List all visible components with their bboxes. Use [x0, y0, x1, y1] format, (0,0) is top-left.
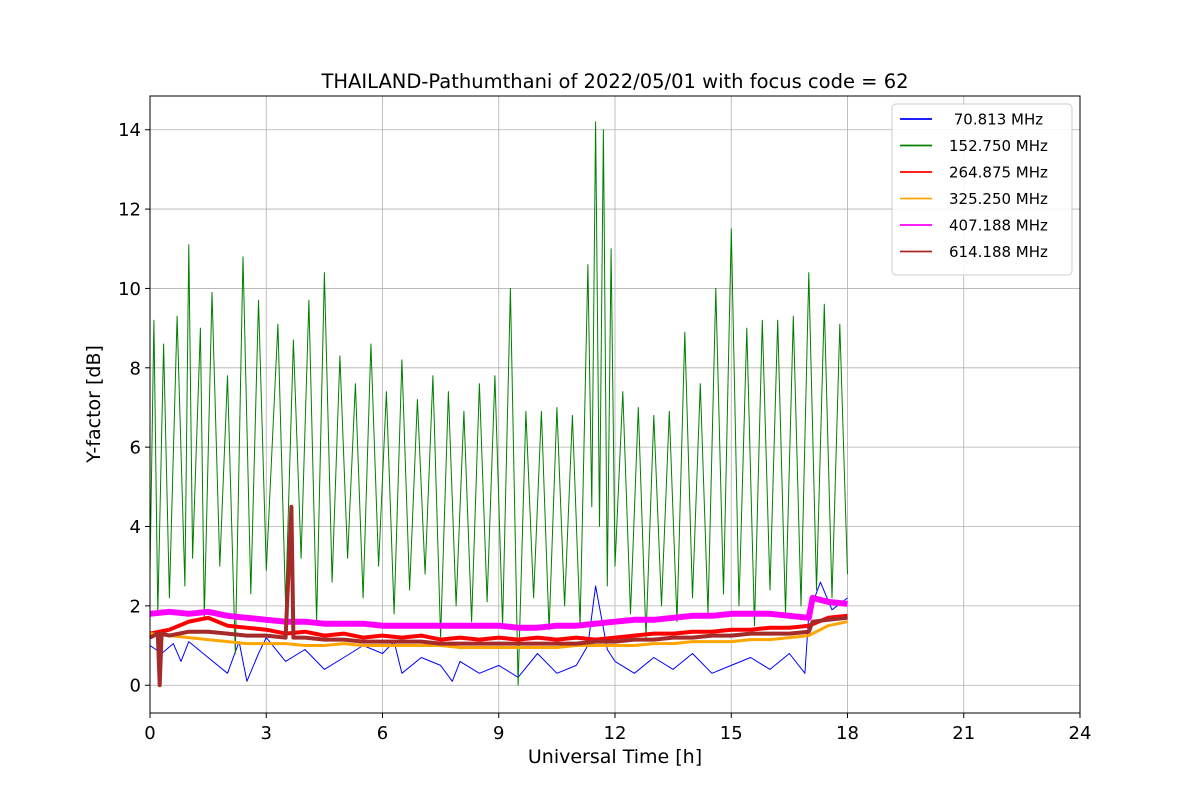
x-tick-label: 21	[952, 723, 975, 744]
y-axis-label: Y-factor [dB]	[83, 345, 105, 464]
series-line-70-813-mhz	[149, 581, 848, 682]
chart-title: THAILAND-Pathumthani of 2022/05/01 with …	[320, 70, 908, 93]
y-tick-label: 0	[130, 676, 141, 697]
legend-entry: 152.750 MHz	[949, 137, 1048, 155]
legend-entry: 264.875 MHz	[949, 164, 1048, 182]
legend-entry: 407.188 MHz	[949, 217, 1048, 235]
x-tick-label: 3	[261, 723, 272, 744]
legend-entry: 614.188 MHz	[949, 243, 1048, 261]
x-axis-label: Universal Time [h]	[528, 746, 702, 768]
x-tick-label: 12	[604, 723, 627, 744]
y-tick-label: 12	[118, 200, 141, 221]
y-tick-label: 6	[130, 438, 141, 459]
y-tick-label: 2	[130, 596, 141, 617]
y-axis: 0 2 4 6 8 10 12 14	[118, 120, 150, 697]
y-tick-label: 10	[118, 279, 141, 300]
legend: 70.813 MHz 152.750 MHz 264.875 MHz 325.250 …	[891, 103, 1073, 276]
series-line-614-188-mhz	[149, 504, 848, 688]
x-tick-label: 24	[1069, 723, 1092, 744]
y-tick-label: 14	[118, 120, 141, 141]
legend-box	[891, 103, 1073, 276]
series-line-264-875-mhz	[149, 613, 848, 642]
y-tick-label: 8	[130, 358, 141, 379]
x-axis: 0 3 6 9 12 15 18 21 24	[144, 713, 1091, 744]
x-tick-label: 0	[144, 723, 155, 744]
x-tick-label: 15	[720, 723, 743, 744]
series-line-407-188-mhz	[149, 594, 848, 631]
x-tick-label: 6	[377, 723, 388, 744]
series-layer	[149, 121, 848, 688]
legend-entry: 70.813 MHz	[949, 111, 1043, 129]
x-tick-label: 9	[493, 723, 504, 744]
y-tick-label: 4	[130, 517, 141, 538]
series-line-325-250-mhz	[149, 620, 848, 649]
x-tick-label: 18	[836, 723, 859, 744]
legend-entry: 325.250 MHz	[949, 190, 1048, 208]
